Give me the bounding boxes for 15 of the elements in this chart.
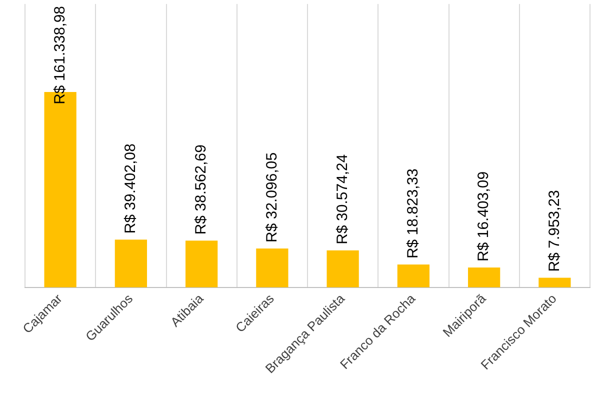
- bar: [256, 248, 288, 288]
- bar: [326, 250, 359, 288]
- data-label: R$ 16.403,09: [475, 171, 492, 262]
- data-label: R$ 30.574,24: [334, 154, 351, 244]
- data-label: R$ 38.562,69: [192, 144, 210, 235]
- data-label: R$ 161.338,98: [51, 6, 68, 104]
- bar: [114, 240, 148, 288]
- bar: [185, 240, 218, 288]
- data-label: R$ 32.096,05: [263, 152, 280, 242]
- bar: [538, 278, 571, 288]
- bar: [397, 264, 430, 288]
- data-label: R$ 39.402,08: [122, 144, 140, 234]
- bar: [468, 267, 500, 288]
- data-label: R$ 18.823,33: [404, 168, 422, 259]
- data-label: R$ 7.953,23: [546, 190, 563, 272]
